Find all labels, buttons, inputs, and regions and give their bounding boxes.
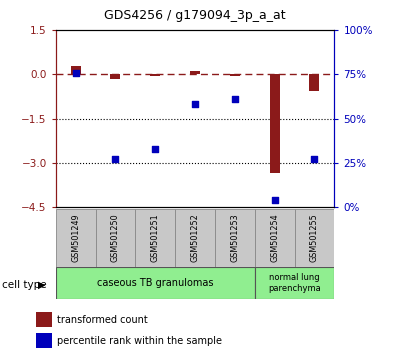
Text: GSM501250: GSM501250	[111, 213, 120, 262]
Bar	[56, 209, 96, 267]
Bar	[255, 267, 334, 299]
Bar	[230, 74, 240, 75]
Point	[72, 70, 79, 75]
Point	[152, 146, 158, 152]
Bar	[71, 66, 81, 74]
Bar	[175, 209, 215, 267]
Bar	[295, 209, 334, 267]
Bar	[36, 312, 52, 327]
Bar	[56, 267, 255, 299]
Text: GSM501254: GSM501254	[270, 213, 279, 262]
Bar	[36, 333, 52, 348]
Point	[112, 156, 119, 162]
Text: normal lung
parenchyma: normal lung parenchyma	[268, 274, 321, 293]
Text: GSM501255: GSM501255	[310, 213, 319, 262]
Bar	[255, 209, 295, 267]
Point	[232, 96, 238, 102]
Text: ▶: ▶	[38, 280, 45, 290]
Bar	[96, 209, 135, 267]
Bar	[309, 74, 319, 91]
Text: percentile rank within the sample: percentile rank within the sample	[57, 336, 222, 346]
Text: cell type: cell type	[2, 280, 47, 290]
Bar	[150, 74, 160, 75]
Point	[192, 102, 198, 107]
Text: GSM501252: GSM501252	[191, 213, 199, 262]
Point	[271, 197, 278, 203]
Bar	[190, 72, 200, 74]
Bar	[110, 74, 120, 79]
Text: transformed count: transformed count	[57, 315, 148, 325]
Point	[311, 156, 318, 162]
Text: GSM501249: GSM501249	[71, 213, 80, 262]
Text: GDS4256 / g179094_3p_a_at: GDS4256 / g179094_3p_a_at	[104, 9, 286, 22]
Text: GSM501253: GSM501253	[230, 213, 239, 262]
Text: caseous TB granulomas: caseous TB granulomas	[97, 278, 213, 288]
Bar	[270, 74, 279, 173]
Bar	[215, 209, 255, 267]
Text: GSM501251: GSM501251	[151, 213, 160, 262]
Bar	[135, 209, 175, 267]
